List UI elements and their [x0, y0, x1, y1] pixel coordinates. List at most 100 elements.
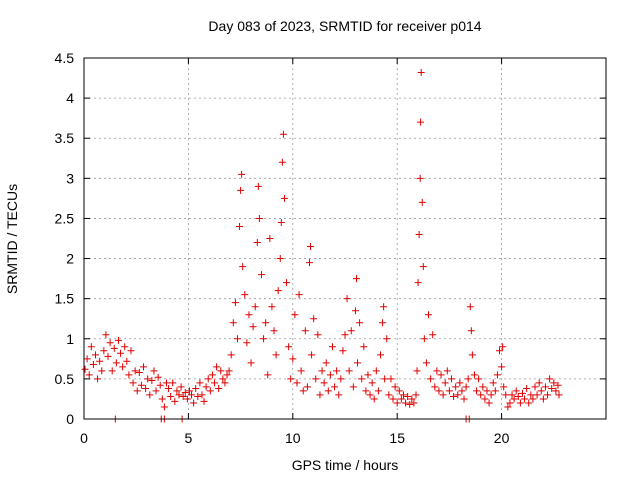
data-point	[160, 403, 168, 411]
data-point	[89, 360, 97, 368]
x-tick-label: 15	[389, 430, 405, 446]
data-point	[429, 331, 437, 339]
data-point	[341, 331, 349, 339]
plot-frame	[83, 57, 607, 420]
data-point	[523, 385, 531, 393]
y-tick-label: 0.5	[55, 371, 75, 387]
data-point	[202, 383, 210, 391]
data-point	[83, 355, 91, 363]
data-point	[293, 379, 301, 387]
data-point	[181, 389, 189, 397]
data-point	[137, 381, 145, 389]
axis-ticks	[83, 57, 606, 420]
data-point	[270, 327, 278, 335]
y-tick-label: 1	[66, 331, 74, 347]
data-point	[274, 287, 282, 295]
data-point	[335, 391, 343, 399]
y-tick-label: 0	[66, 411, 74, 427]
data-point	[352, 275, 360, 283]
data-point	[343, 295, 351, 303]
data-point	[502, 391, 510, 399]
data-point	[146, 391, 154, 399]
data-point	[123, 357, 131, 365]
data-point	[102, 331, 110, 339]
data-point	[504, 403, 512, 411]
data-point	[356, 319, 364, 327]
data-point	[125, 371, 133, 379]
y-tick-label: 4.5	[55, 50, 75, 66]
data-point	[514, 393, 522, 401]
data-point	[236, 222, 244, 230]
data-point	[87, 343, 95, 351]
data-point	[223, 371, 231, 379]
data-point	[206, 387, 214, 395]
data-point	[185, 387, 193, 395]
data-point	[437, 371, 445, 379]
data-point	[119, 363, 127, 371]
data-point	[295, 291, 303, 299]
data-point	[391, 383, 399, 391]
data-point	[354, 359, 362, 367]
data-point	[527, 391, 535, 399]
data-point	[339, 347, 347, 355]
data-point	[481, 395, 489, 403]
data-point	[142, 385, 150, 393]
data-point	[418, 198, 426, 206]
data-point	[326, 371, 334, 379]
data-point	[154, 373, 162, 381]
data-point	[395, 387, 403, 395]
data-point	[225, 367, 233, 375]
data-point	[415, 230, 423, 238]
data-point	[104, 352, 112, 360]
data-point	[306, 259, 314, 267]
data-point	[129, 379, 137, 387]
data-point	[533, 391, 541, 399]
y-tick-label: 2.5	[55, 210, 75, 226]
data-point	[489, 379, 497, 387]
data-point	[435, 387, 443, 395]
data-point	[291, 311, 299, 319]
data-point	[272, 351, 280, 359]
data-point	[322, 359, 330, 367]
data-point	[110, 344, 118, 352]
data-point	[493, 371, 501, 379]
data-point	[414, 279, 422, 287]
data-point	[420, 335, 428, 343]
data-point	[447, 375, 455, 383]
data-point	[443, 367, 451, 375]
data-point	[183, 395, 191, 403]
data-point	[196, 379, 204, 387]
data-point	[257, 271, 265, 279]
data-point	[127, 347, 135, 355]
data-point	[498, 363, 506, 371]
data-point	[266, 235, 274, 242]
data-point	[204, 375, 212, 383]
data-point	[167, 393, 175, 401]
data-point	[376, 351, 384, 359]
data-point	[165, 385, 173, 393]
data-point	[318, 367, 326, 375]
data-point	[510, 395, 518, 403]
data-point	[500, 383, 508, 391]
data-point	[477, 391, 485, 399]
data-point	[431, 383, 439, 391]
data-point	[133, 387, 141, 395]
data-point	[190, 399, 198, 407]
data-point	[372, 367, 380, 375]
data-point	[233, 335, 241, 343]
data-point	[475, 375, 483, 383]
data-point	[380, 303, 388, 311]
data-point	[245, 311, 253, 319]
data-point	[162, 379, 170, 387]
x-tick-labels: 0 5 10 15 20	[80, 430, 509, 446]
data-point	[531, 383, 539, 391]
data-point	[389, 395, 397, 403]
data-point	[314, 331, 322, 339]
data-point	[417, 68, 425, 76]
data-point	[239, 263, 247, 271]
data-point	[188, 391, 196, 399]
data-point	[260, 335, 268, 343]
data-point	[445, 387, 453, 395]
data-point	[470, 371, 478, 379]
